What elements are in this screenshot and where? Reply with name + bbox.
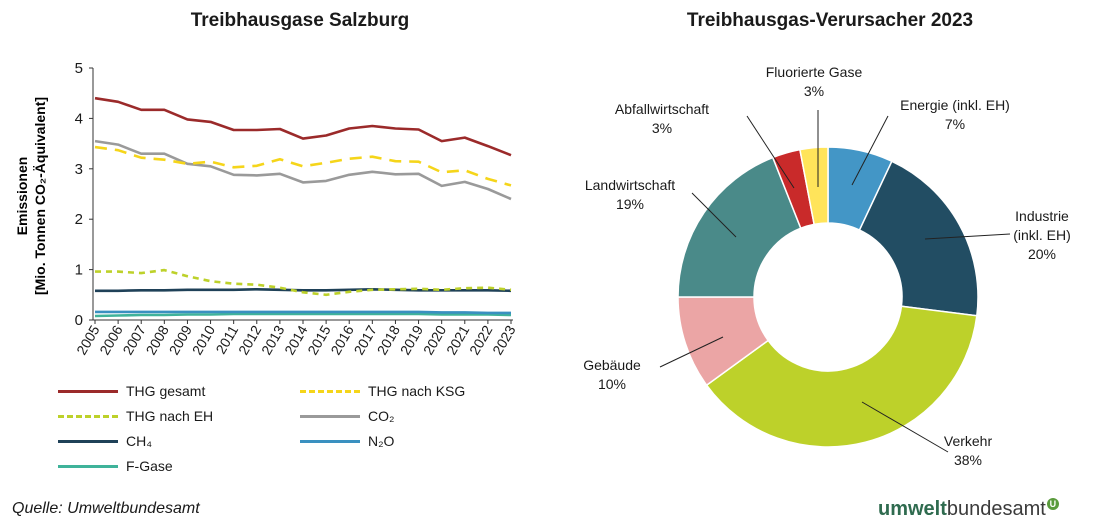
x-tick-label: 2023	[489, 322, 519, 357]
y-tick-label: 4	[75, 110, 83, 127]
donut-leader-line	[659, 336, 724, 368]
legend-swatch	[58, 439, 118, 443]
donut-label-name: Energie (inkl. EH)	[900, 97, 1010, 113]
legend-swatch	[58, 389, 118, 393]
legend-item: THG gesamt	[58, 383, 205, 399]
legend-swatch	[300, 414, 360, 418]
donut-label-name: Industrie	[1015, 208, 1069, 224]
y-tick-label: 5	[75, 60, 83, 77]
series-line-thg-nach-eh	[95, 268, 512, 297]
series-line-f-gase	[94, 312, 512, 318]
donut-label-name: Abfallwirtschaft	[615, 101, 709, 117]
legend-label: F-Gase	[126, 458, 173, 474]
legend-label: THG nach EH	[126, 408, 214, 424]
line-chart: 0123452005200620072008200920102011201220…	[14, 60, 519, 357]
donut-label-value: 19%	[616, 196, 644, 212]
x-tick-label: 2016	[327, 322, 357, 357]
donut-slice-fluorierte-gase	[799, 146, 829, 226]
legend-item: CO₂	[300, 408, 394, 424]
x-tick-label: 2010	[189, 322, 219, 357]
donut-slice-industrie-inkl-eh-	[858, 160, 979, 317]
legend-swatch	[58, 414, 118, 418]
donut-label-value: 3%	[652, 120, 672, 136]
donut-slice-verkehr	[705, 305, 978, 448]
donut-label-value: 3%	[804, 83, 824, 99]
donut-leader-line	[851, 115, 889, 186]
legend-item: N₂O	[300, 433, 394, 449]
donut-leader-line	[861, 401, 949, 453]
legend-label: N₂O	[368, 433, 395, 449]
x-tick-label: 2021	[443, 322, 473, 357]
brand-logo: umweltbundesamt U	[878, 498, 1059, 521]
legend-label: CH₄	[126, 433, 152, 449]
x-tick-label: 2007	[119, 322, 149, 357]
donut-leader-line	[746, 115, 795, 189]
donut-chart-title: Treibhausgas-Verursacher 2023	[686, 10, 974, 31]
legend-swatch	[300, 439, 360, 443]
legend-item: F-Gase	[58, 458, 173, 474]
x-tick-label: 2006	[96, 322, 126, 357]
donut-label-value: 10%	[598, 376, 626, 392]
legend-item: THG nach EH	[58, 408, 213, 424]
donut-label-name: Gebäude	[583, 357, 641, 373]
donut-label-value: 38%	[954, 452, 982, 468]
x-tick-label: 2019	[397, 322, 427, 357]
series-line-thg-nach-ksg	[94, 145, 512, 187]
x-tick-label: 2018	[374, 322, 404, 357]
donut-leader-line	[924, 233, 1011, 240]
donut-label-value: 20%	[1028, 246, 1056, 262]
donut-label-value: 7%	[945, 116, 965, 132]
y-axis-label-unit: [Mio. Tonnen CO₂-Äquivalent]	[32, 97, 48, 295]
y-tick-label: 2	[75, 211, 83, 228]
legend-item: CH₄	[58, 433, 152, 449]
legend-label: THG nach KSG	[368, 383, 466, 399]
legend-swatch	[300, 389, 360, 393]
y-tick-label: 0	[75, 312, 83, 329]
y-tick-label: 1	[75, 262, 83, 279]
legend-swatch	[58, 464, 118, 468]
series-line-ch-	[95, 287, 512, 293]
x-tick-label: 2014	[281, 322, 311, 357]
x-tick-label: 2015	[304, 322, 334, 357]
donut-slice-landwirtschaft	[677, 156, 802, 298]
donut-chart: Energie (inkl. EH) 7% Industrie (inkl. EH) 2…	[583, 64, 1071, 468]
donut-leader-line	[691, 192, 737, 238]
x-tick-label: 2017	[350, 322, 380, 357]
x-tick-label: 2022	[466, 322, 496, 357]
source-note: Quelle: Umweltbundesamt	[12, 500, 200, 517]
series-line-co-	[94, 139, 512, 201]
line-chart-title: Treibhausgase Salzburg	[190, 10, 410, 31]
donut-label-name: (inkl. EH)	[1013, 227, 1071, 243]
y-axis-label: Emissionen	[14, 157, 30, 236]
donut-label-name: Verkehr	[944, 433, 993, 449]
x-tick-label: 2008	[142, 322, 172, 357]
legend-label: CO₂	[368, 408, 395, 424]
legend-label: THG gesamt	[126, 383, 206, 399]
legend-item: THG nach KSG	[300, 383, 465, 399]
donut-label-name: Landwirtschaft	[585, 177, 675, 193]
x-tick-label: 2020	[420, 322, 450, 357]
series-line-thg-gesamt	[94, 96, 512, 157]
y-tick-label: 3	[75, 161, 83, 178]
x-tick-label: 2012	[235, 322, 265, 357]
donut-label-name: Fluorierte Gase	[766, 64, 863, 80]
series-line-n-o	[95, 310, 511, 315]
x-tick-label: 2009	[166, 322, 196, 357]
x-tick-label: 2013	[258, 322, 288, 357]
